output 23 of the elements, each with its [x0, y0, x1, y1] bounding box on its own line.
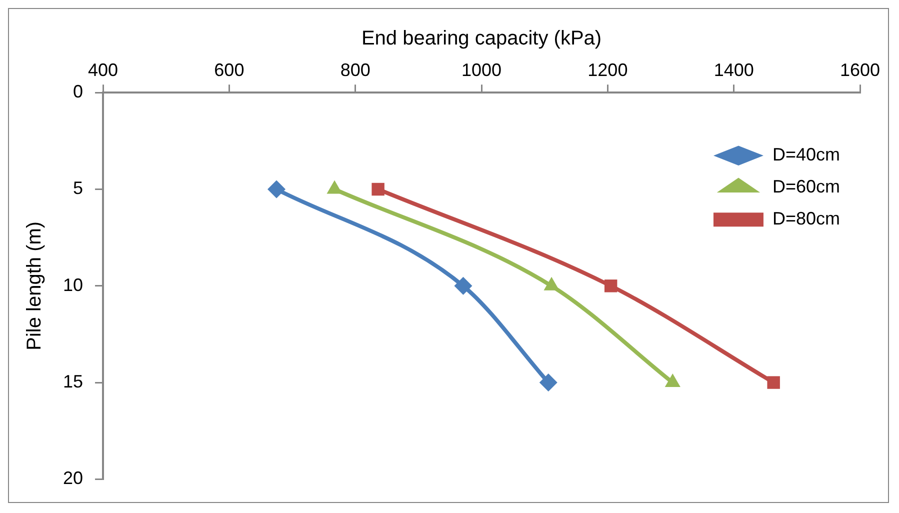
point [604, 280, 618, 292]
x-tick-label: 1200 [588, 60, 628, 80]
legend-label: D=60cm [772, 176, 840, 197]
legend-label: D=40cm [772, 144, 840, 165]
x-tick-label: 800 [340, 60, 370, 80]
y-tick-label: 0 [73, 82, 84, 102]
x-tick-label: 400 [88, 60, 118, 80]
x-tick-label: 1400 [714, 60, 754, 80]
x-tick-label: 600 [214, 60, 244, 80]
x-tick-label: 1600 [840, 60, 880, 80]
x-axis-title: End bearing capacity (kPa) [361, 28, 602, 50]
y-tick-label: 20 [62, 468, 84, 488]
y-tick-label: 15 [62, 372, 84, 392]
y-tick-label: 5 [73, 178, 84, 198]
point [767, 376, 780, 389]
y-axis-title: Pile length (m) [24, 221, 46, 350]
legend-label: D=80cm [772, 208, 840, 229]
point [539, 374, 558, 392]
point [372, 182, 384, 196]
point [267, 180, 286, 198]
x-tick-label: 1000 [461, 60, 502, 80]
point [454, 276, 472, 295]
y-tick-label: 10 [62, 274, 84, 295]
